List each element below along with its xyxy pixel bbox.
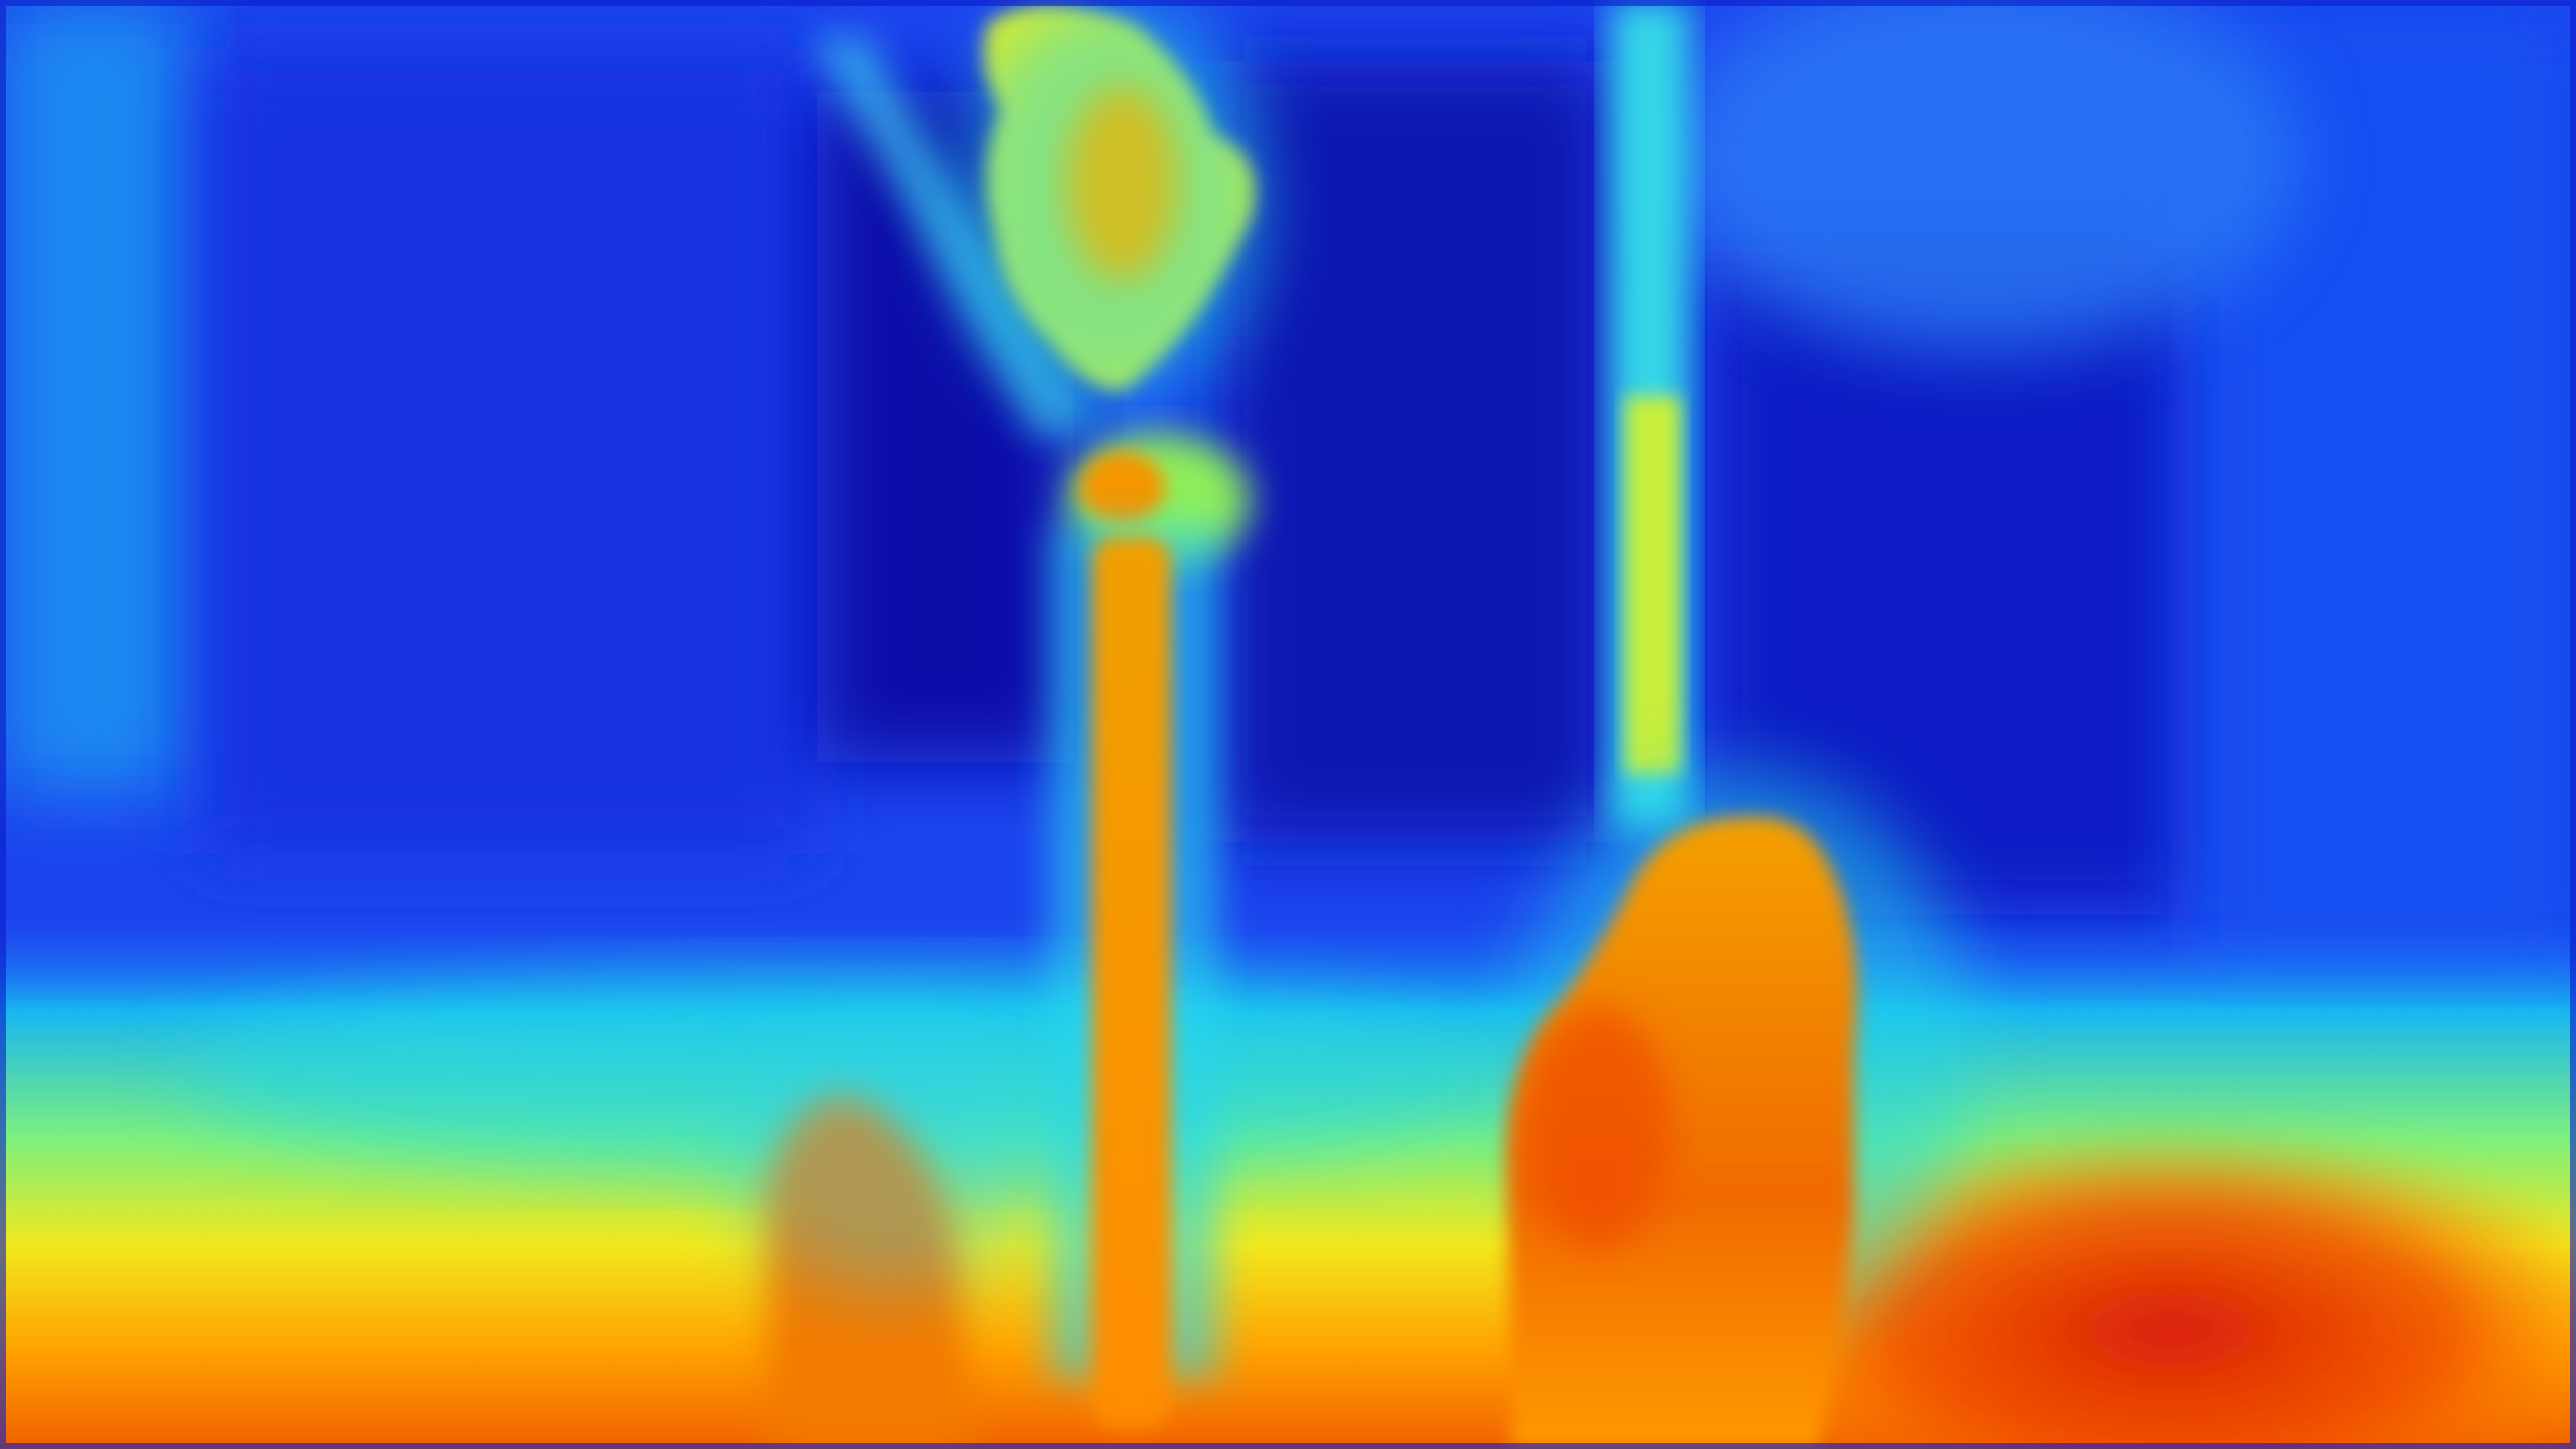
pole-top-core [1067,85,1177,281]
right-vertical-strip-core [1625,396,1680,775]
upper-right-haze [1665,0,2299,354]
right-front-object [1506,817,1857,1449]
thin-pole [1092,537,1171,1427]
left-cyan-edge [0,0,195,793]
pole-knob [1079,451,1165,524]
left-dark-panel [201,49,811,854]
left-front-object-glow [732,1025,1049,1293]
center-dark-panel [1220,61,1610,842]
right-front-object-hot [1525,1006,1671,1250]
